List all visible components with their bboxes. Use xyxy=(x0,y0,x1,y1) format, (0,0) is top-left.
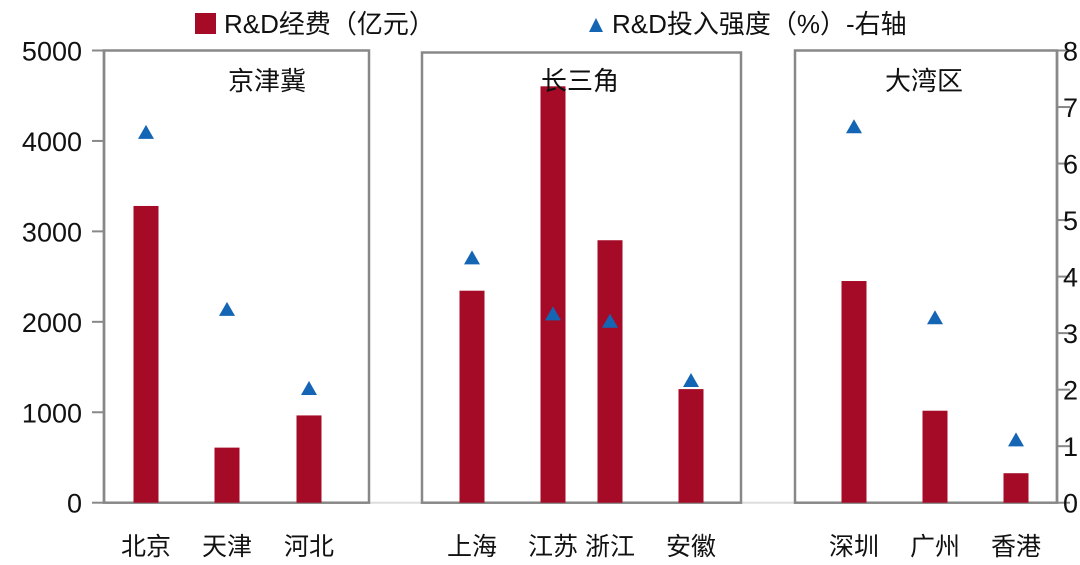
triangle-marker-浙江 xyxy=(602,313,618,328)
category-label: 安徽 xyxy=(666,532,716,561)
category-label: 深圳 xyxy=(829,532,879,561)
left-tick-label: 2000 xyxy=(22,308,82,338)
group-box-2 xyxy=(420,51,743,504)
group-label: 长三角 xyxy=(541,67,619,97)
bar-广州 xyxy=(922,410,948,503)
group-label: 京津冀 xyxy=(228,67,306,97)
bar-香港 xyxy=(1003,473,1029,503)
category-label: 广州 xyxy=(910,532,960,561)
legend: R&D经费（亿元） R&D投入强度（%）-右轴 xyxy=(195,9,907,39)
right-tick-label: 6 xyxy=(1063,150,1078,180)
triangle-marker-北京 xyxy=(138,124,154,139)
category-label: 浙江 xyxy=(585,532,635,561)
triangle-marker-安徽 xyxy=(683,373,699,388)
right-tick-label: 0 xyxy=(1063,489,1078,519)
category-label: 香港 xyxy=(991,532,1041,561)
triangle-marker-天津 xyxy=(219,301,235,316)
right-tick-label: 7 xyxy=(1063,93,1078,123)
bar-北京 xyxy=(133,205,159,503)
category-label: 上海 xyxy=(447,532,497,561)
bar-上海 xyxy=(459,290,485,503)
category-label: 河北 xyxy=(284,532,334,561)
bar-江苏 xyxy=(540,86,566,503)
triangle-marker-河北 xyxy=(301,380,317,395)
left-tick-label: 4000 xyxy=(22,127,82,157)
right-tick-label: 3 xyxy=(1063,319,1078,349)
category-label: 江苏 xyxy=(528,532,578,561)
triangle-marker-深圳 xyxy=(846,119,862,134)
right-tick-label: 5 xyxy=(1063,206,1078,236)
bar-深圳 xyxy=(841,281,867,503)
bar-河北 xyxy=(296,415,322,503)
group-label: 大湾区 xyxy=(885,67,963,97)
legend-bar-swatch xyxy=(195,13,216,34)
right-tick-label: 8 xyxy=(1063,37,1078,67)
bar-浙江 xyxy=(597,240,623,503)
triangle-marker-上海 xyxy=(464,250,480,265)
right-tick-label: 4 xyxy=(1063,263,1078,293)
bar-天津 xyxy=(214,447,240,503)
left-tick-label: 3000 xyxy=(22,217,82,247)
triangle-marker-香港 xyxy=(1008,432,1024,447)
left-tick-label: 0 xyxy=(67,489,82,519)
legend-bar-label: R&D经费（亿元） xyxy=(224,9,435,39)
category-label: 北京 xyxy=(121,532,171,561)
triangle-marker-广州 xyxy=(927,310,943,325)
left-tick-label: 1000 xyxy=(22,398,82,428)
right-tick-label: 1 xyxy=(1063,432,1078,462)
legend-triangle-marker xyxy=(589,18,603,32)
right-tick-label: 2 xyxy=(1063,376,1078,406)
legend-triangle-label: R&D投入强度（%）-右轴 xyxy=(612,9,907,39)
bar-安徽 xyxy=(678,389,704,503)
triangle-marker-江苏 xyxy=(545,306,561,321)
category-label: 天津 xyxy=(202,532,252,561)
left-tick-label: 5000 xyxy=(22,37,82,67)
